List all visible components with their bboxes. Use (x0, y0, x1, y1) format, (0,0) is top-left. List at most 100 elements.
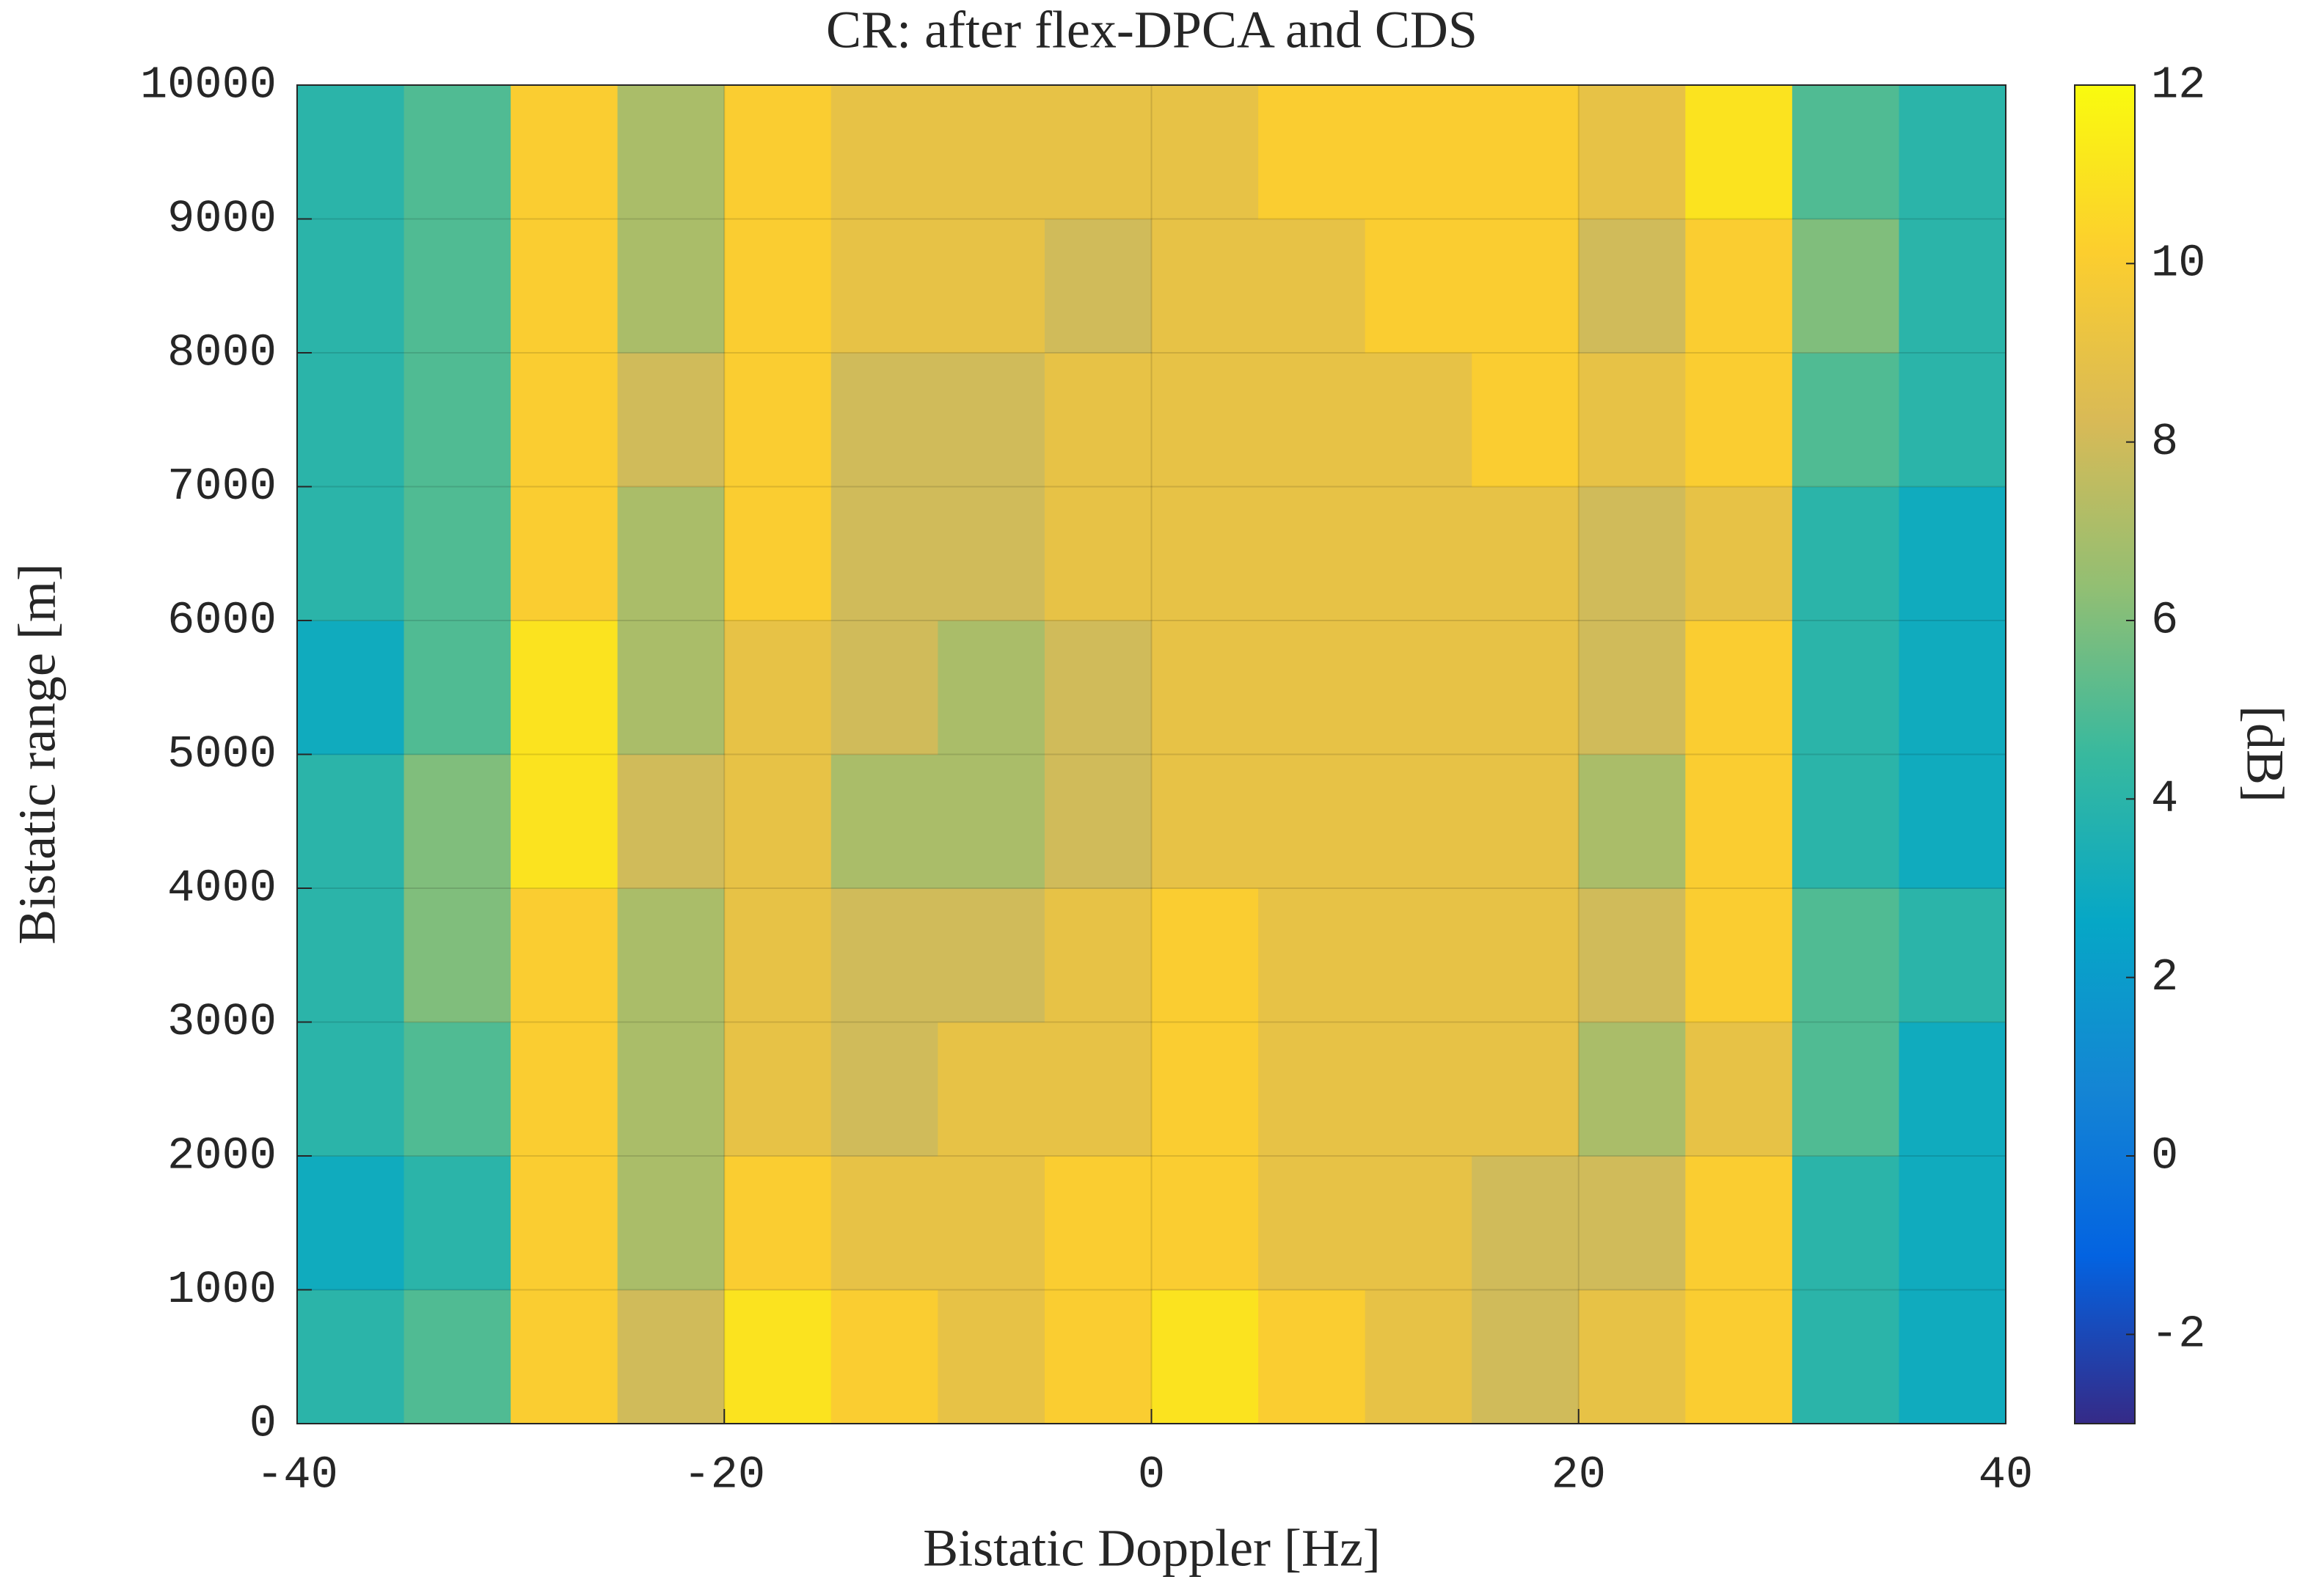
y-tick-label: 6000 (167, 594, 277, 646)
heatmap-cell (1365, 85, 1472, 219)
heatmap-cell (1365, 1022, 1472, 1157)
heatmap-cell (1151, 1156, 1259, 1290)
heatmap-cell (511, 486, 618, 621)
heatmap-cell (830, 486, 938, 621)
heatmap-cell (297, 1289, 405, 1424)
heatmap-cell (1151, 1022, 1259, 1157)
heatmap-cell (938, 353, 1045, 487)
heatmap-cell (1258, 219, 1366, 354)
heatmap-cell (724, 1289, 832, 1424)
x-tick-label: 0 (1138, 1449, 1165, 1501)
heatmap-cell (1685, 353, 1793, 487)
heatmap-cell (830, 1022, 938, 1157)
heatmap-cell (617, 353, 725, 487)
heatmap-cell (938, 85, 1045, 219)
heatmap-cell (1685, 486, 1793, 621)
heatmap-cell (297, 1156, 405, 1290)
heatmap-cell (830, 353, 938, 487)
heatmap-cell (1792, 888, 1899, 1022)
heatmap-cell (1044, 1289, 1152, 1424)
heatmap-cell (938, 754, 1045, 889)
heatmap-cell (617, 219, 725, 354)
heatmap-cell (1258, 486, 1366, 621)
heatmap-cell (1258, 754, 1366, 889)
y-axis-label: Bistatic range [m] (8, 563, 67, 945)
heatmap-cell (1578, 621, 1686, 755)
heatmap-cell (1899, 353, 2006, 487)
heatmap-cell (1472, 486, 1580, 621)
heatmap-cell (511, 353, 618, 487)
colorbar-label: [dB] (2235, 706, 2294, 802)
heatmap-cell (1472, 621, 1580, 755)
heatmap-cell (297, 888, 405, 1022)
heatmap-cell (617, 621, 725, 755)
heatmap-cell (511, 85, 618, 219)
heatmap-cell (403, 85, 511, 219)
heatmap-cell (297, 1022, 405, 1157)
heatmap-cell (1899, 219, 2006, 354)
heatmap-cell (297, 85, 405, 219)
heatmap-cell (1899, 888, 2006, 1022)
heatmap-cell (724, 486, 832, 621)
y-tick-label: 10000 (140, 59, 277, 111)
heatmap-cell (617, 1289, 725, 1424)
heatmap-cell (1151, 486, 1259, 621)
heatmap-cell (1365, 888, 1472, 1022)
y-tick-label: 5000 (167, 728, 277, 780)
heatmap-cell (1151, 353, 1259, 487)
heatmap-cell (724, 1022, 832, 1157)
heatmap-cell (830, 888, 938, 1022)
heatmap-cell (1578, 1156, 1686, 1290)
heatmap-cell (511, 888, 618, 1022)
colorbar-tick-label: 10 (2151, 238, 2205, 290)
heatmap-cell (1365, 754, 1472, 889)
heatmap-cell (1472, 219, 1580, 354)
heatmap-cell (1472, 1289, 1580, 1424)
heatmap-cell (297, 353, 405, 487)
heatmap-cell (1472, 85, 1580, 219)
heatmap-cell (1685, 754, 1793, 889)
heatmap-cell (1899, 621, 2006, 755)
heatmap-cell (1792, 353, 1899, 487)
heatmap-cell (1151, 219, 1259, 354)
heatmap-cell (938, 1156, 1045, 1290)
heatmap-cell (1044, 219, 1152, 354)
heatmap-cell (1685, 1156, 1793, 1290)
heatmap-cell (1472, 353, 1580, 487)
heatmap-cell (1151, 1289, 1259, 1424)
heatmap-cell (1578, 888, 1686, 1022)
heatmap-cell (1578, 754, 1686, 889)
heatmap-cell (724, 621, 832, 755)
y-tick-label: 7000 (167, 461, 277, 513)
heatmap-cell (617, 1156, 725, 1290)
heatmap-cell (1899, 85, 2006, 219)
heatmap-cell (724, 754, 832, 889)
heatmap-cell (1472, 888, 1580, 1022)
heatmap-cell (1044, 85, 1152, 219)
heatmap-cell (617, 486, 725, 621)
heatmap-cell (1578, 353, 1686, 487)
heatmap-cell (1365, 1289, 1472, 1424)
heatmap-cell (938, 1289, 1045, 1424)
heatmap-cell (511, 219, 618, 354)
y-tick-label: 1000 (167, 1264, 277, 1316)
heatmap-cell (617, 888, 725, 1022)
heatmap-cell (403, 1022, 511, 1157)
heatmap-cell (938, 1022, 1045, 1157)
heatmap-cell (1578, 219, 1686, 354)
heatmap-cell (1258, 621, 1366, 755)
heatmap-cell (830, 754, 938, 889)
heatmap-cell (1365, 353, 1472, 487)
heatmap-cell (938, 621, 1045, 755)
colorbar-tick-label: 6 (2151, 594, 2178, 646)
heatmap-cell (1578, 486, 1686, 621)
heatmap-cell (403, 219, 511, 354)
heatmap-cell (617, 754, 725, 889)
heatmap-cell (724, 219, 832, 354)
x-tick-label: -40 (256, 1449, 338, 1501)
heatmap-cell (297, 621, 405, 755)
colorbar-tick-label: 0 (2151, 1130, 2178, 1182)
heatmap-cell (297, 754, 405, 889)
heatmap-cell (1044, 486, 1152, 621)
heatmap-cell (403, 1156, 511, 1290)
